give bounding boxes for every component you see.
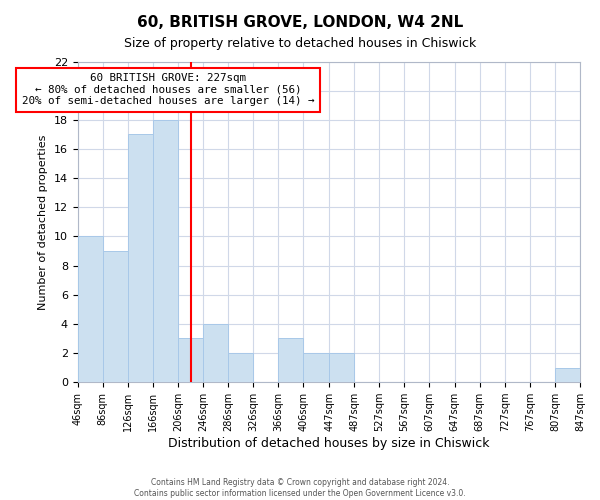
Bar	[278, 338, 304, 382]
Text: 60 BRITISH GROVE: 227sqm
← 80% of detached houses are smaller (56)
20% of semi-d: 60 BRITISH GROVE: 227sqm ← 80% of detach…	[22, 73, 314, 106]
Bar	[103, 251, 128, 382]
Bar	[203, 324, 228, 382]
Bar	[228, 353, 253, 382]
X-axis label: Distribution of detached houses by size in Chiswick: Distribution of detached houses by size …	[168, 437, 490, 450]
Bar	[178, 338, 203, 382]
Bar	[555, 368, 580, 382]
Text: Size of property relative to detached houses in Chiswick: Size of property relative to detached ho…	[124, 38, 476, 51]
Bar	[329, 353, 354, 382]
Text: Contains HM Land Registry data © Crown copyright and database right 2024.
Contai: Contains HM Land Registry data © Crown c…	[134, 478, 466, 498]
Bar	[77, 236, 103, 382]
Bar	[304, 353, 329, 382]
Bar	[153, 120, 178, 382]
Bar	[128, 134, 153, 382]
Y-axis label: Number of detached properties: Number of detached properties	[38, 134, 48, 310]
Text: 60, BRITISH GROVE, LONDON, W4 2NL: 60, BRITISH GROVE, LONDON, W4 2NL	[137, 15, 463, 30]
